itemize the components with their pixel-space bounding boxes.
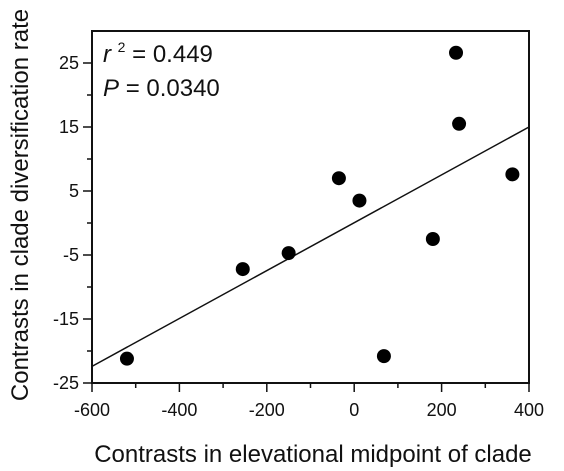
data-point-7: [425, 232, 440, 246]
data-point-8: [449, 45, 464, 60]
data-point-1: [119, 351, 134, 366]
y-tick-label: -25: [53, 373, 79, 393]
y-tick-label: 5: [69, 181, 79, 201]
data-point-2: [235, 262, 250, 277]
x-tick-label: -200: [249, 400, 285, 420]
data-point-9: [452, 116, 467, 131]
p-value-annotation: P = 0.0340: [103, 75, 220, 102]
x-axis-label: Contrasts in elevational midpoint of cla…: [94, 441, 532, 468]
data-point-10: [505, 167, 520, 182]
y-tick-label: -5: [63, 245, 79, 265]
x-tick-label: 0: [349, 400, 359, 420]
data-point-4: [331, 171, 346, 186]
y-tick-label: 25: [59, 53, 79, 73]
data-point-5: [352, 193, 367, 208]
x-tick-label: 200: [427, 400, 457, 420]
data-point-6: [376, 349, 391, 364]
r-squared-annotation: r 2 = 0.449: [103, 31, 213, 68]
r-squared-value: = 0.449: [132, 41, 213, 68]
y-tick-label: 15: [59, 117, 79, 137]
x-tick-label: -600: [74, 400, 110, 420]
p-value: = 0.0340: [126, 75, 220, 102]
y-axis-label: Contrasts in clade diversification rate: [7, 9, 34, 401]
y-tick-label: -15: [53, 309, 79, 329]
regression-line: [91, 126, 530, 368]
r-squared-superscript: 2: [118, 39, 126, 55]
x-tick-label: 400: [514, 400, 544, 420]
x-tick-label: -400: [161, 400, 197, 420]
data-point-3: [281, 246, 296, 261]
statistics-annotation: r 2 = 0.449 P = 0.0340: [103, 31, 220, 102]
r-squared-variable: r: [103, 41, 112, 68]
p-variable: P: [103, 75, 119, 102]
